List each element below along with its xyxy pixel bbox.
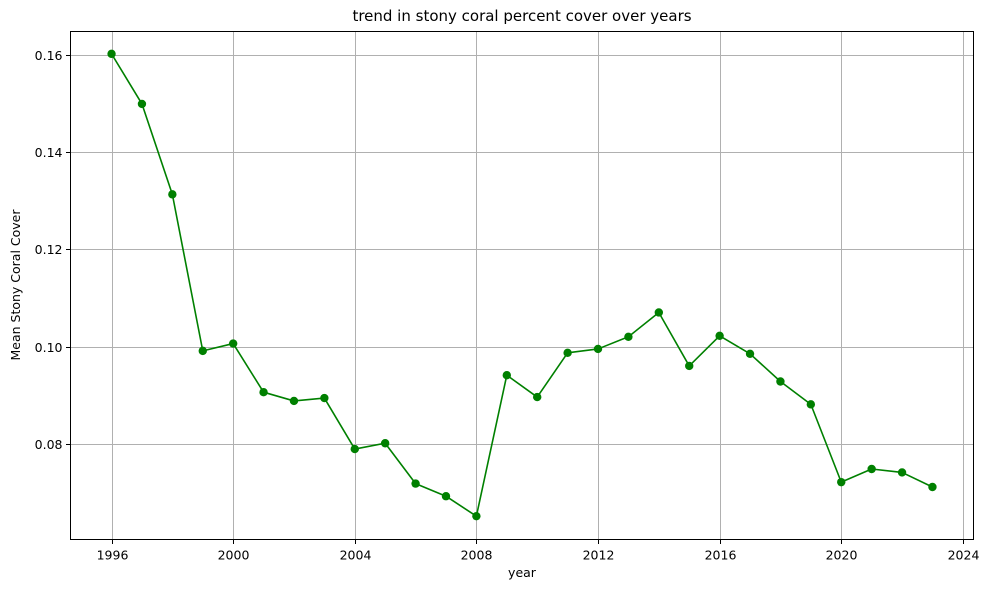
x-tick-label: 2016 xyxy=(705,548,737,563)
x-tick-label: 1996 xyxy=(97,548,129,563)
data-point xyxy=(897,468,907,477)
x-axis-title: year xyxy=(508,565,537,580)
data-point xyxy=(502,370,511,380)
data-point xyxy=(472,511,481,521)
data-point xyxy=(867,464,876,474)
data-point xyxy=(350,444,359,454)
data-point xyxy=(624,332,633,341)
x-tick-label: 2004 xyxy=(340,548,372,563)
data-point xyxy=(563,348,572,358)
series-line-group xyxy=(110,53,933,517)
y-tick-label: 0.12 xyxy=(35,242,63,257)
data-point xyxy=(806,400,816,409)
data-point xyxy=(137,99,147,109)
plot-frame xyxy=(70,31,974,540)
x-tick-label: 2020 xyxy=(826,548,858,563)
data-point xyxy=(320,393,329,403)
y-axis: 0.08 0.10 0.12 0.14 0.16 xyxy=(35,48,71,452)
x-tick-label: 2024 xyxy=(948,548,980,563)
data-point xyxy=(441,492,451,501)
y-tick-label: 0.14 xyxy=(35,145,63,160)
data-point xyxy=(168,190,177,199)
data-point xyxy=(380,439,390,448)
data-points xyxy=(107,49,937,521)
data-point xyxy=(259,388,268,397)
data-point xyxy=(533,392,542,402)
data-point xyxy=(593,344,603,354)
x-tick-label: 2008 xyxy=(461,548,493,563)
y-axis-title: Mean Stony Coral Cover xyxy=(8,209,23,361)
data-point xyxy=(198,346,207,356)
data-point xyxy=(685,361,694,371)
data-point xyxy=(776,377,785,386)
data-point xyxy=(837,477,846,487)
x-tick-label: 2000 xyxy=(218,548,250,563)
data-point xyxy=(928,482,937,492)
data-point xyxy=(228,339,238,348)
y-tick-label: 0.16 xyxy=(35,48,63,63)
y-tick-label: 0.10 xyxy=(35,340,63,355)
series-line xyxy=(110,53,933,517)
y-tick-label: 0.08 xyxy=(35,437,63,452)
data-point xyxy=(745,349,755,358)
data-point xyxy=(715,331,724,341)
x-axis: 1996 2000 2004 2008 2012 2016 2020 2024 xyxy=(97,539,980,563)
x-tick-label: 2012 xyxy=(583,548,615,563)
data-point xyxy=(411,479,420,488)
chart-title: trend in stony coral percent cover over … xyxy=(352,7,691,25)
data-point xyxy=(654,308,664,317)
data-point xyxy=(107,49,116,59)
grid xyxy=(70,31,974,540)
data-point xyxy=(289,396,299,406)
